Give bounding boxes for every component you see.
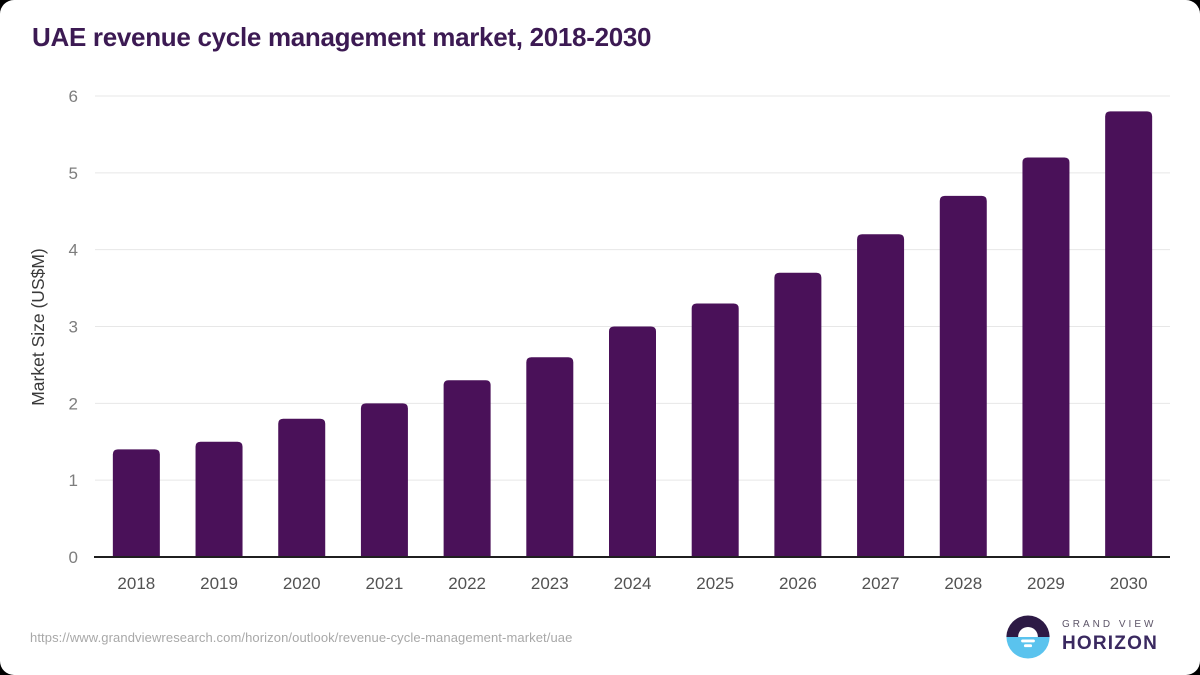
bar-2025 [691, 303, 739, 557]
y-axis-title: Market Size (US$M) [28, 248, 48, 406]
y-tick-label: 3 [69, 318, 78, 337]
logo-text: GRAND VIEW HORIZON [1062, 619, 1158, 655]
y-tick-label: 0 [69, 548, 78, 567]
bar-2022 [443, 380, 491, 557]
x-axis-label: 2022 [448, 574, 486, 593]
bar-2018 [112, 449, 160, 557]
bar-2029 [1022, 157, 1070, 557]
x-axis-label: 2019 [200, 574, 238, 593]
bar-2024 [609, 326, 656, 557]
bar-2028 [939, 195, 987, 557]
bar-2021 [360, 403, 408, 557]
y-tick-label: 6 [69, 87, 78, 106]
x-axis-label: 2029 [1027, 574, 1065, 593]
logo-horizon-text: HORIZON [1061, 633, 1158, 654]
grand-view-horizon-logo: GRAND VIEW HORIZON [1005, 614, 1158, 660]
x-axis-label: 2026 [779, 574, 817, 593]
bar-2027 [857, 234, 905, 558]
y-tick-label: 5 [69, 164, 78, 183]
x-axis-label: 2018 [117, 574, 155, 593]
y-tick-label: 1 [69, 471, 78, 490]
y-tick-label: 4 [69, 241, 78, 260]
x-axis-label: 2021 [366, 574, 404, 593]
x-axis-label: 2020 [283, 574, 321, 593]
x-axis-label: 2024 [614, 574, 652, 593]
x-axis-label: 2025 [696, 574, 734, 593]
bar-2019 [195, 441, 243, 557]
footer: https://www.grandviewresearch.com/horizo… [30, 611, 1158, 663]
x-axis-label: 2023 [531, 574, 569, 593]
x-axis-label: 2027 [862, 574, 900, 593]
logo-grand-view-text: GRAND VIEW [1061, 619, 1157, 630]
bar-2020 [278, 418, 326, 557]
x-axis-label: 2030 [1110, 574, 1148, 593]
source-url: https://www.grandviewresearch.com/horizo… [30, 629, 573, 645]
bar-2026 [774, 272, 822, 557]
bar-2030 [1105, 111, 1153, 557]
bar-2023 [526, 357, 574, 557]
x-axis-label: 2028 [944, 574, 982, 593]
y-tick-label: 2 [69, 394, 78, 413]
horizon-sun-icon [1006, 615, 1050, 659]
chart-title: UAE revenue cycle management market, 201… [32, 22, 652, 52]
